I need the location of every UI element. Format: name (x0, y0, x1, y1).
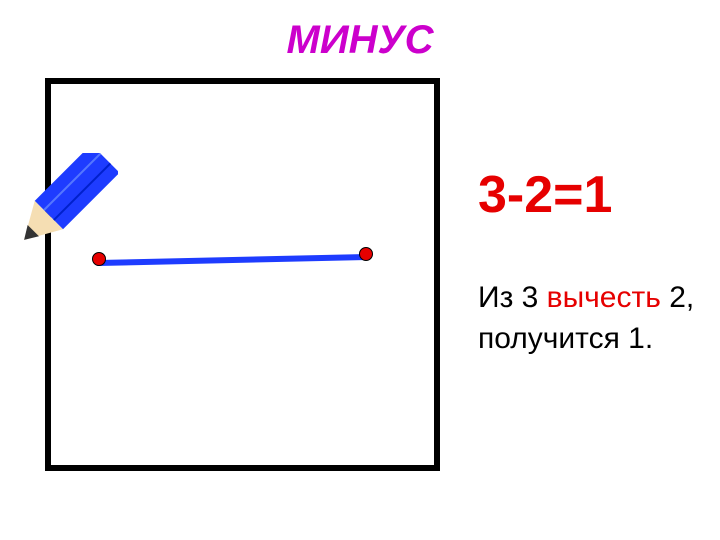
title-text: МИНУС (287, 18, 434, 62)
line-endpoint-right (359, 247, 373, 261)
line-endpoint-left (92, 252, 106, 266)
minus-line (90, 245, 390, 275)
expl-middle: 2, (661, 281, 694, 314)
line-stroke (98, 257, 367, 263)
expl-highlight: вычесть (547, 281, 661, 314)
expl-prefix: Из 3 (478, 281, 547, 314)
explanation-text: Из 3 вычесть 2, получится 1. (478, 278, 694, 359)
expl-suffix: получится 1. (478, 322, 653, 355)
page-title: МИНУС (0, 18, 720, 63)
equation-text: 3-2=1 (478, 165, 612, 225)
